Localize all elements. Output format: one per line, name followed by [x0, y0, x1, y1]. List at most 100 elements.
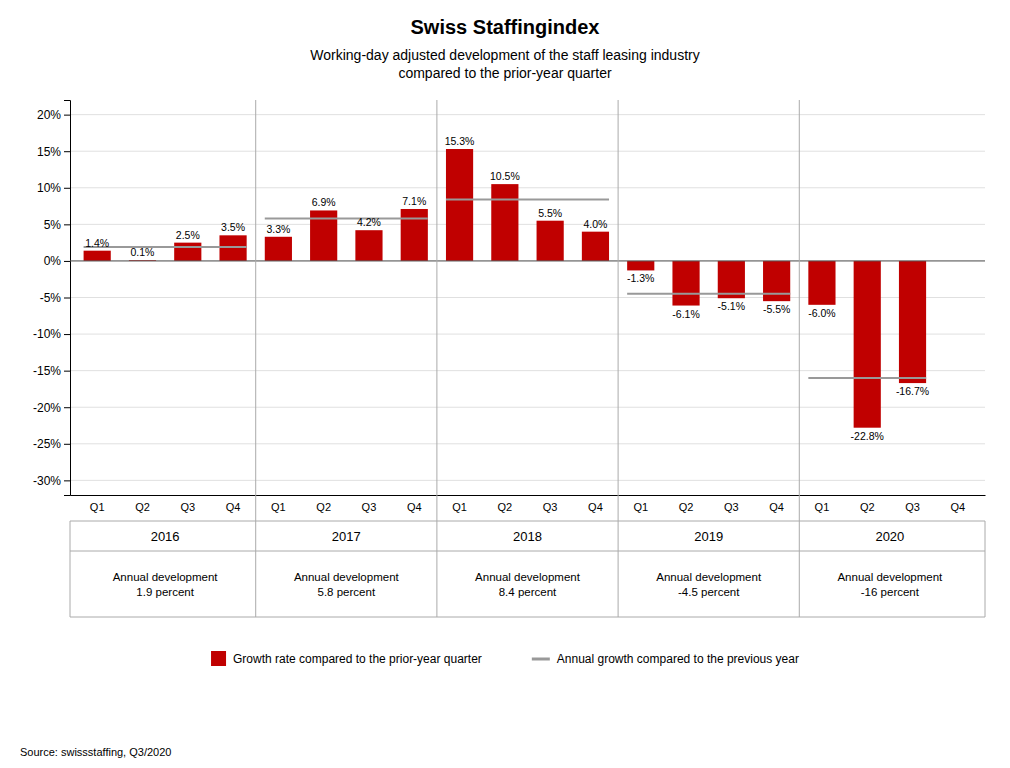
data-label: -6.1%: [672, 308, 699, 320]
bar: [672, 261, 699, 306]
x-tick-label: Q2: [316, 501, 331, 513]
y-axis: -30%-25%-20%-15%-10%-5%0%5%10%15%20%: [33, 101, 71, 496]
y-tick-mark: [64, 224, 70, 225]
x-tick: Q4: [769, 495, 784, 513]
legend-item: Growth rate compared to the prior-year q…: [211, 651, 482, 666]
y-tick-label: -15%: [33, 364, 61, 378]
legend-swatch: [532, 658, 550, 661]
y-tick-label: -5%: [40, 291, 62, 305]
title: Swiss Staffingindex: [411, 16, 600, 38]
y-tick: -10%: [33, 327, 70, 341]
table-border: [70, 551, 985, 552]
bar: [355, 230, 382, 261]
x-axis: Q1Q2Q3Q4Q1Q2Q3Q4Q1Q2Q3Q4Q1Q2Q3Q4Q1Q2Q3Q4: [71, 495, 986, 513]
grid: [70, 115, 985, 481]
y-tick: -15%: [33, 364, 70, 378]
y-tick-mark: [64, 334, 70, 335]
data-label: 0.1%: [131, 246, 155, 258]
x-tick: Q4: [950, 495, 965, 513]
year-separator: [436, 100, 437, 617]
table-border: [985, 521, 986, 617]
x-tick: Q2: [679, 495, 694, 513]
grid-line: [70, 443, 985, 444]
x-tick-label: Q3: [180, 501, 195, 513]
annual-label-line: 5.8 percent: [318, 586, 376, 598]
data-label: 6.9%: [312, 196, 336, 208]
annual-label-line: 1.9 percent: [136, 586, 194, 598]
y-tick: -25%: [33, 437, 70, 451]
bar: [808, 261, 835, 305]
y-tick-mark: [64, 298, 70, 299]
grid-line: [70, 407, 985, 408]
annual-label-line: Annual development: [656, 571, 762, 583]
x-tick-label: Q4: [588, 501, 603, 513]
y-tick-label: -25%: [33, 437, 61, 451]
x-tick: Q3: [724, 495, 739, 513]
data-label: -1.3%: [627, 272, 654, 284]
y-tick: 10%: [37, 181, 70, 195]
bar: [491, 184, 518, 261]
grid-line: [70, 370, 985, 371]
bar: [174, 243, 201, 261]
y-tick-label: 20%: [37, 108, 61, 122]
x-tick: Q2: [498, 495, 513, 513]
year-label: 2020: [875, 529, 904, 544]
x-tick: Q4: [407, 495, 422, 513]
y-tick: 20%: [37, 108, 70, 122]
data-labels: 1.4%0.1%2.5%3.5%3.3%6.9%4.2%7.1%15.3%10.…: [85, 135, 929, 442]
x-tick: Q2: [860, 495, 875, 513]
annual-label-line: Annual development: [475, 571, 581, 583]
year-label: 2017: [332, 529, 361, 544]
bar: [84, 251, 111, 261]
grid-line: [70, 260, 985, 261]
bar: [401, 209, 428, 261]
year-label: 2019: [694, 529, 723, 544]
x-tick-label: Q1: [633, 501, 648, 513]
year-label: 2016: [151, 529, 180, 544]
grid-line: [70, 151, 985, 152]
y-tick-mark: [64, 407, 70, 408]
x-tick-label: Q1: [452, 501, 467, 513]
zero-line: [70, 260, 985, 261]
bar: [899, 261, 926, 383]
annual-label-line: -4.5 percent: [678, 586, 740, 598]
bar: [537, 221, 564, 261]
x-tick-label: Q1: [90, 501, 105, 513]
grid-line: [70, 334, 985, 335]
year-separator: [255, 100, 256, 617]
x-tick: Q3: [362, 495, 377, 513]
y-tick: -20%: [33, 401, 70, 415]
axis-domain: [71, 495, 986, 496]
bar: [219, 235, 246, 261]
x-tick: Q4: [588, 495, 603, 513]
annual-line: [446, 198, 609, 200]
annual-label-line: -16 percent: [861, 586, 920, 598]
annual-label-line: Annual development: [294, 571, 400, 583]
data-label: -16.7%: [896, 385, 929, 397]
x-tick: Q1: [815, 495, 830, 513]
y-tick: -30%: [33, 474, 70, 488]
y-tick-mark: [64, 480, 70, 481]
x-tick-label: Q3: [543, 501, 558, 513]
data-label: 3.3%: [266, 223, 290, 235]
annual-label-line: 8.4 percent: [499, 586, 557, 598]
legend-item: Annual growth compared to the previous y…: [532, 652, 799, 666]
chart-svg: Swiss StaffingindexWorking-day adjusted …: [0, 0, 1010, 768]
annual-label: Annual development-16 percent: [837, 571, 943, 598]
data-label: -5.1%: [718, 300, 745, 312]
data-label: 4.2%: [357, 216, 381, 228]
grid-line: [70, 297, 985, 298]
grid-line: [70, 480, 985, 481]
y-tick: -5%: [40, 291, 70, 305]
annual-line: [265, 218, 428, 220]
data-label: 3.5%: [221, 221, 245, 233]
table-border: [70, 521, 985, 522]
x-tick: Q3: [905, 495, 920, 513]
year-separator: [618, 100, 619, 617]
annual-label: Annual development 5.8 percent: [294, 571, 400, 598]
legend-label: Growth rate compared to the prior-year q…: [233, 652, 482, 666]
bar: [854, 261, 881, 428]
x-tick: Q4: [226, 495, 241, 513]
y-tick-label: 5%: [44, 218, 62, 232]
y-tick-label: 10%: [37, 181, 61, 195]
